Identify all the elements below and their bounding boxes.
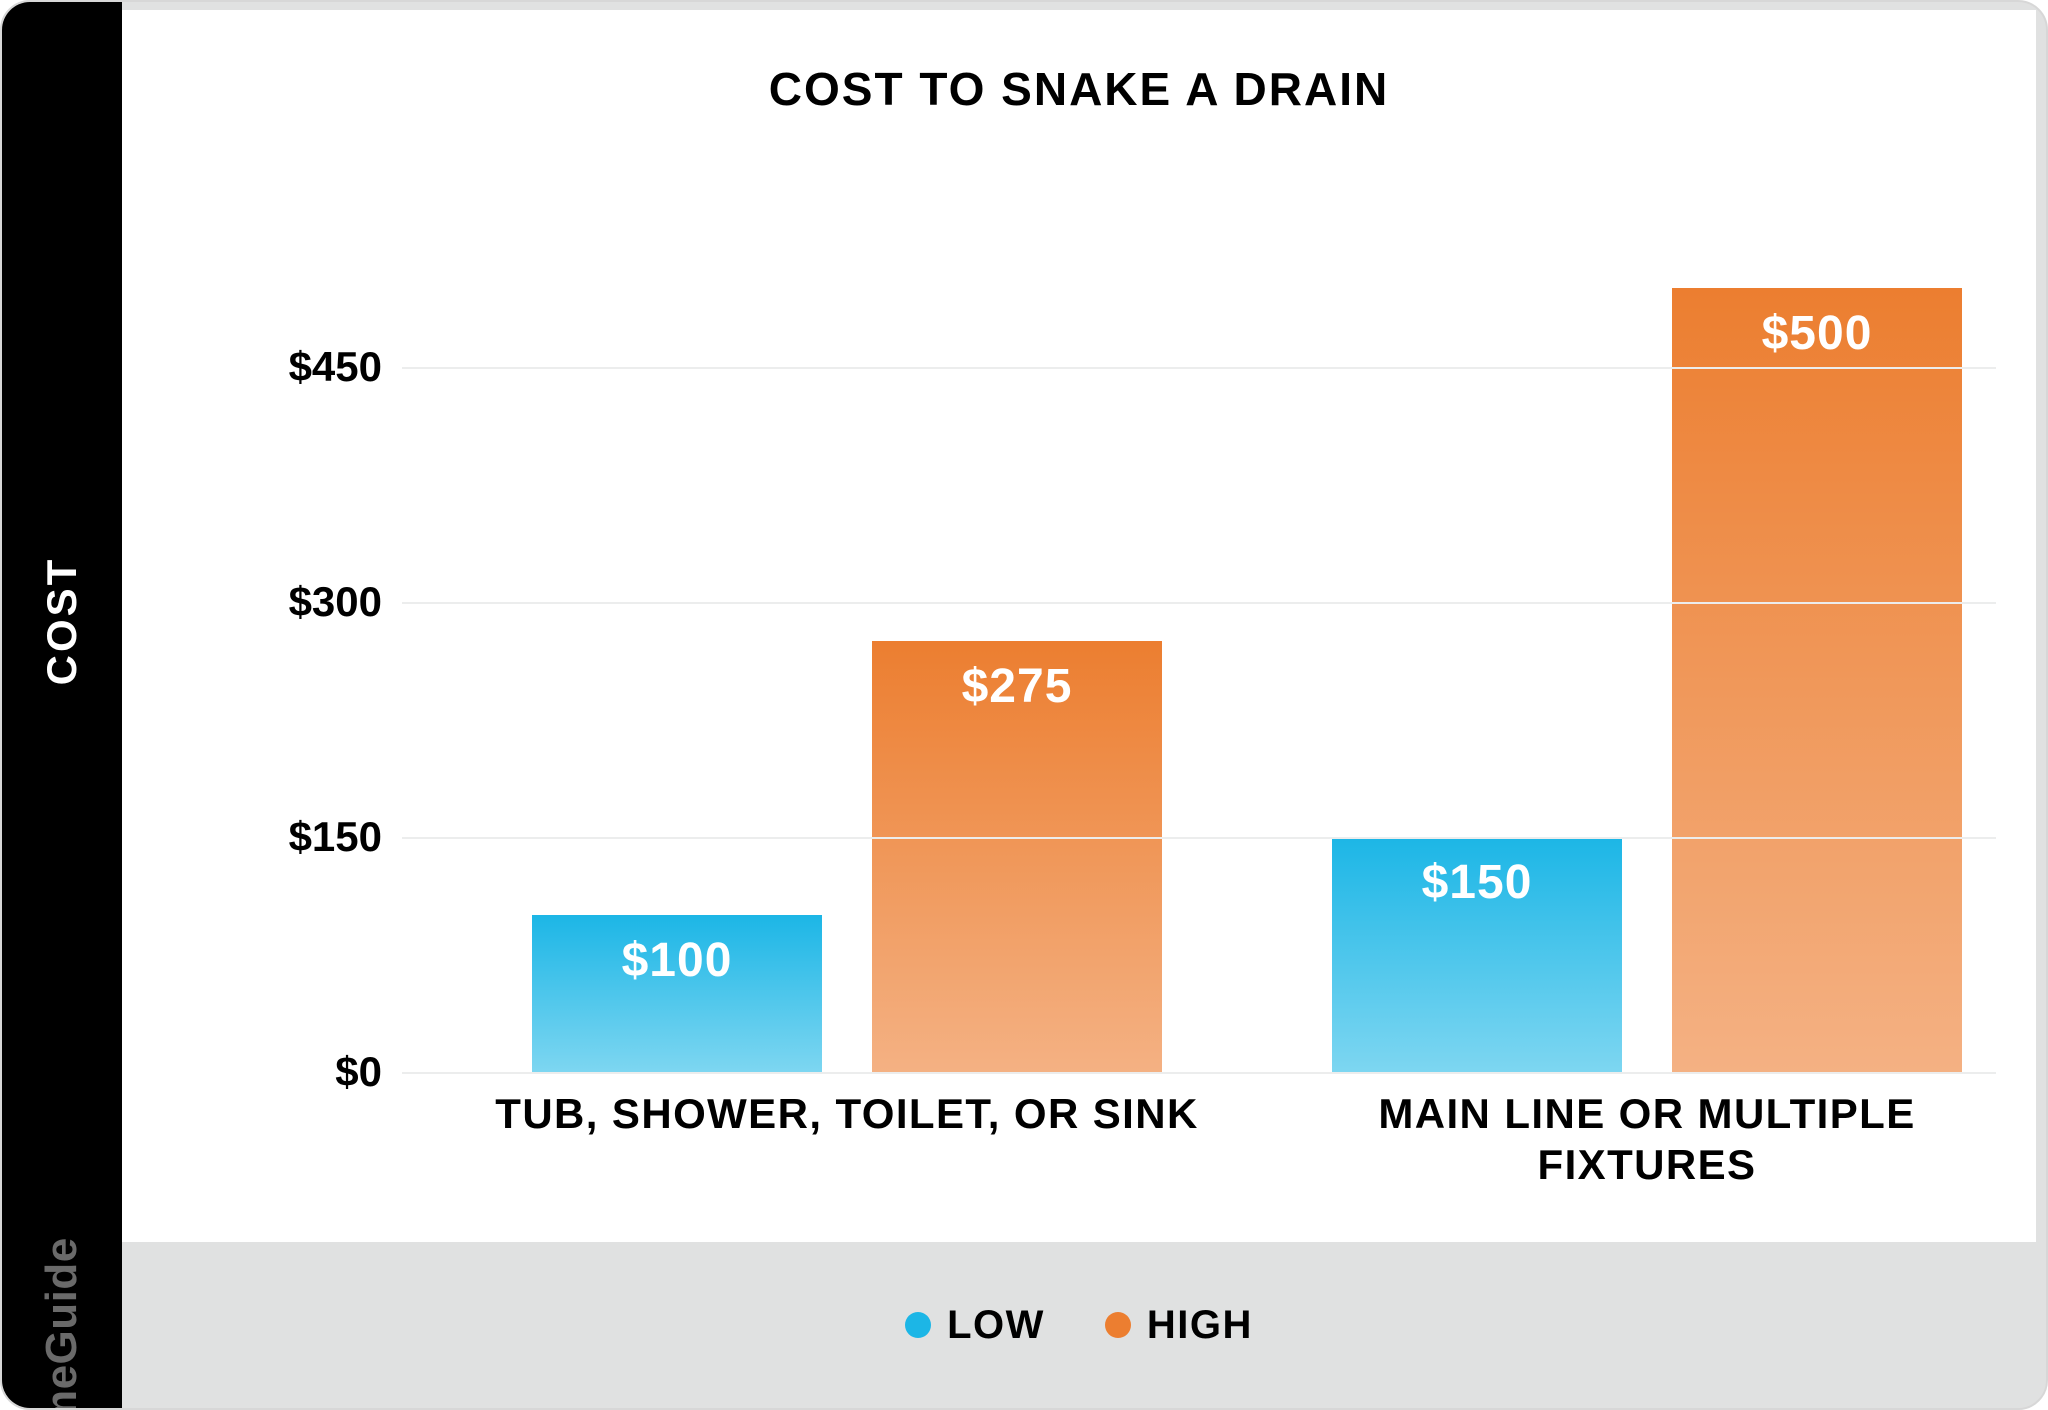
chart-title: COST TO SNAKE A DRAIN: [122, 62, 2036, 116]
plot-region: $100$275TUB, SHOWER, TOILET, OR SINK$150…: [402, 210, 1996, 1072]
category-label: TUB, SHOWER, TOILET, OR SINK: [492, 1088, 1202, 1139]
category-label: MAIN LINE OR MULTIPLE FIXTURES: [1292, 1088, 2002, 1190]
bar-low: $150: [1332, 837, 1622, 1072]
low-legend-dot-icon: [905, 1312, 931, 1338]
legend-label: HIGH: [1147, 1303, 1253, 1348]
gridline: [402, 1072, 1996, 1074]
plot-panel: COST TO SNAKE A DRAIN $100 $275 TUB, SHOWE…: [122, 10, 2036, 1242]
gridline: [402, 367, 1996, 369]
bar-value-label: $150: [1332, 855, 1622, 910]
bar-low: $100: [532, 915, 822, 1072]
bar-high: $275: [872, 641, 1162, 1072]
gridline: [402, 602, 1996, 604]
legend-item-high: HIGH: [1105, 1303, 1253, 1348]
y-tick-label: $150: [222, 813, 382, 861]
bar-value-label: $500: [1672, 306, 1962, 361]
gridline: [402, 837, 1996, 839]
high-legend-dot-icon: [1105, 1312, 1131, 1338]
legend-item-low: LOW: [905, 1303, 1045, 1348]
chart-frame: COST HomeGuide COST TO SNAKE A DRAIN $10…: [0, 0, 2048, 1410]
bar-high: $500: [1672, 288, 1962, 1072]
axis-area: $100$275TUB, SHOWER, TOILET, OR SINK$150…: [192, 210, 1996, 1072]
bar-group: $100$275TUB, SHOWER, TOILET, OR SINK: [532, 210, 1162, 1072]
y-tick-label: $0: [222, 1048, 382, 1096]
legend: LOW HIGH: [122, 1242, 2036, 1408]
bar-group: $150$500MAIN LINE OR MULTIPLE FIXTURES: [1332, 210, 1962, 1072]
brand-label: HomeGuide: [37, 1237, 87, 1410]
y-axis-label: COST: [38, 556, 86, 685]
sidebar: COST HomeGuide: [2, 2, 122, 1408]
legend-label: LOW: [947, 1303, 1045, 1348]
bar-value-label: $100: [532, 933, 822, 988]
bar-value-label: $275: [872, 659, 1162, 714]
y-tick-label: $300: [222, 578, 382, 626]
y-tick-label: $450: [222, 343, 382, 391]
